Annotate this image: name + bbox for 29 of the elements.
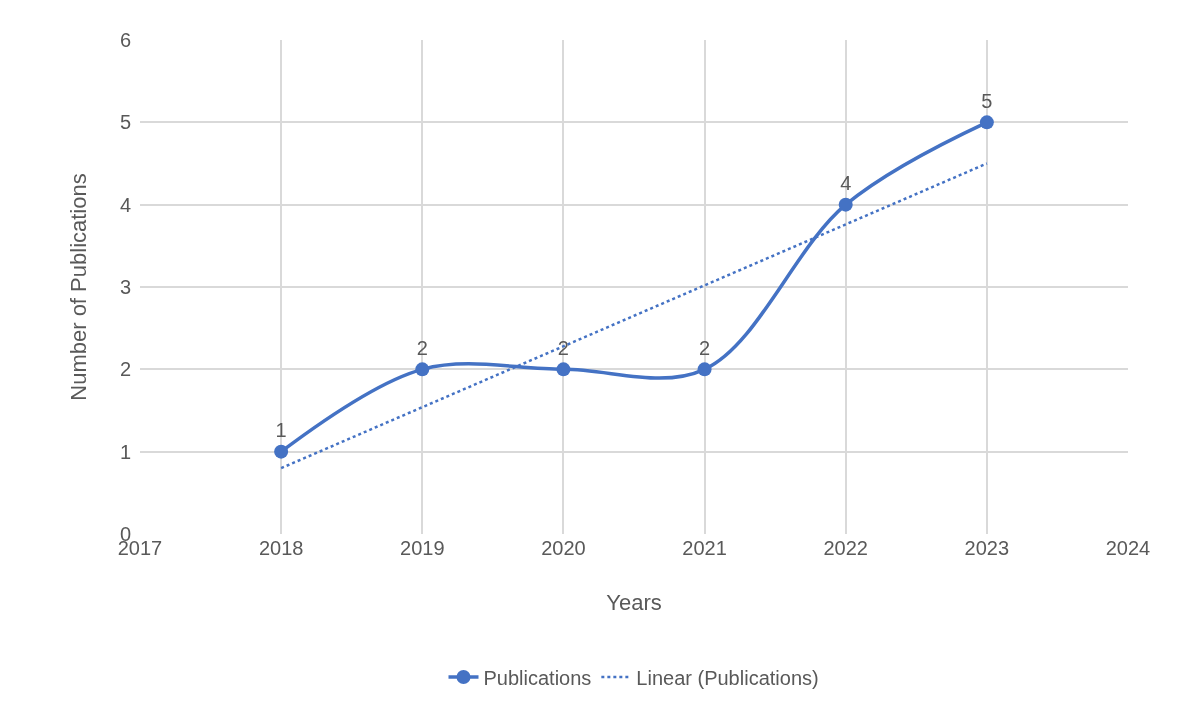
point: [979, 115, 994, 130]
legend-label: Linear (Publications): [636, 666, 819, 689]
x-tick-label: 2020: [541, 537, 586, 559]
y-tick-label: 5: [119, 111, 131, 134]
x-tick-label: 2021: [682, 537, 727, 559]
point: [274, 444, 289, 459]
y-tick-label: 6: [119, 29, 131, 51]
y-tick-label: 4: [119, 193, 131, 216]
y-tick-label: 3: [119, 276, 131, 298]
data-label: 1: [275, 418, 287, 441]
data-label: 2: [557, 336, 569, 359]
x-tick-label: 2022: [823, 537, 868, 559]
y-tick-label: 1: [119, 440, 131, 463]
y-axis-title: Number of Publications: [66, 173, 91, 401]
x-tick-label: 2024: [1105, 537, 1151, 559]
y-tick-label: 2: [119, 358, 131, 381]
data-label: 4: [840, 171, 852, 194]
data-label: 5: [981, 89, 993, 112]
x-tick-label: 2019: [400, 537, 445, 559]
x-tick-label: 2018: [258, 537, 304, 559]
point: [415, 362, 430, 377]
point: [697, 362, 712, 377]
point: [556, 362, 571, 377]
data-label: 2: [416, 336, 428, 359]
legend-label: Publications: [483, 666, 592, 689]
x-axis-title: Years: [606, 590, 662, 615]
point: [838, 197, 853, 212]
x-tick-label: 2023: [964, 537, 1010, 559]
data-label: 2: [699, 336, 711, 359]
